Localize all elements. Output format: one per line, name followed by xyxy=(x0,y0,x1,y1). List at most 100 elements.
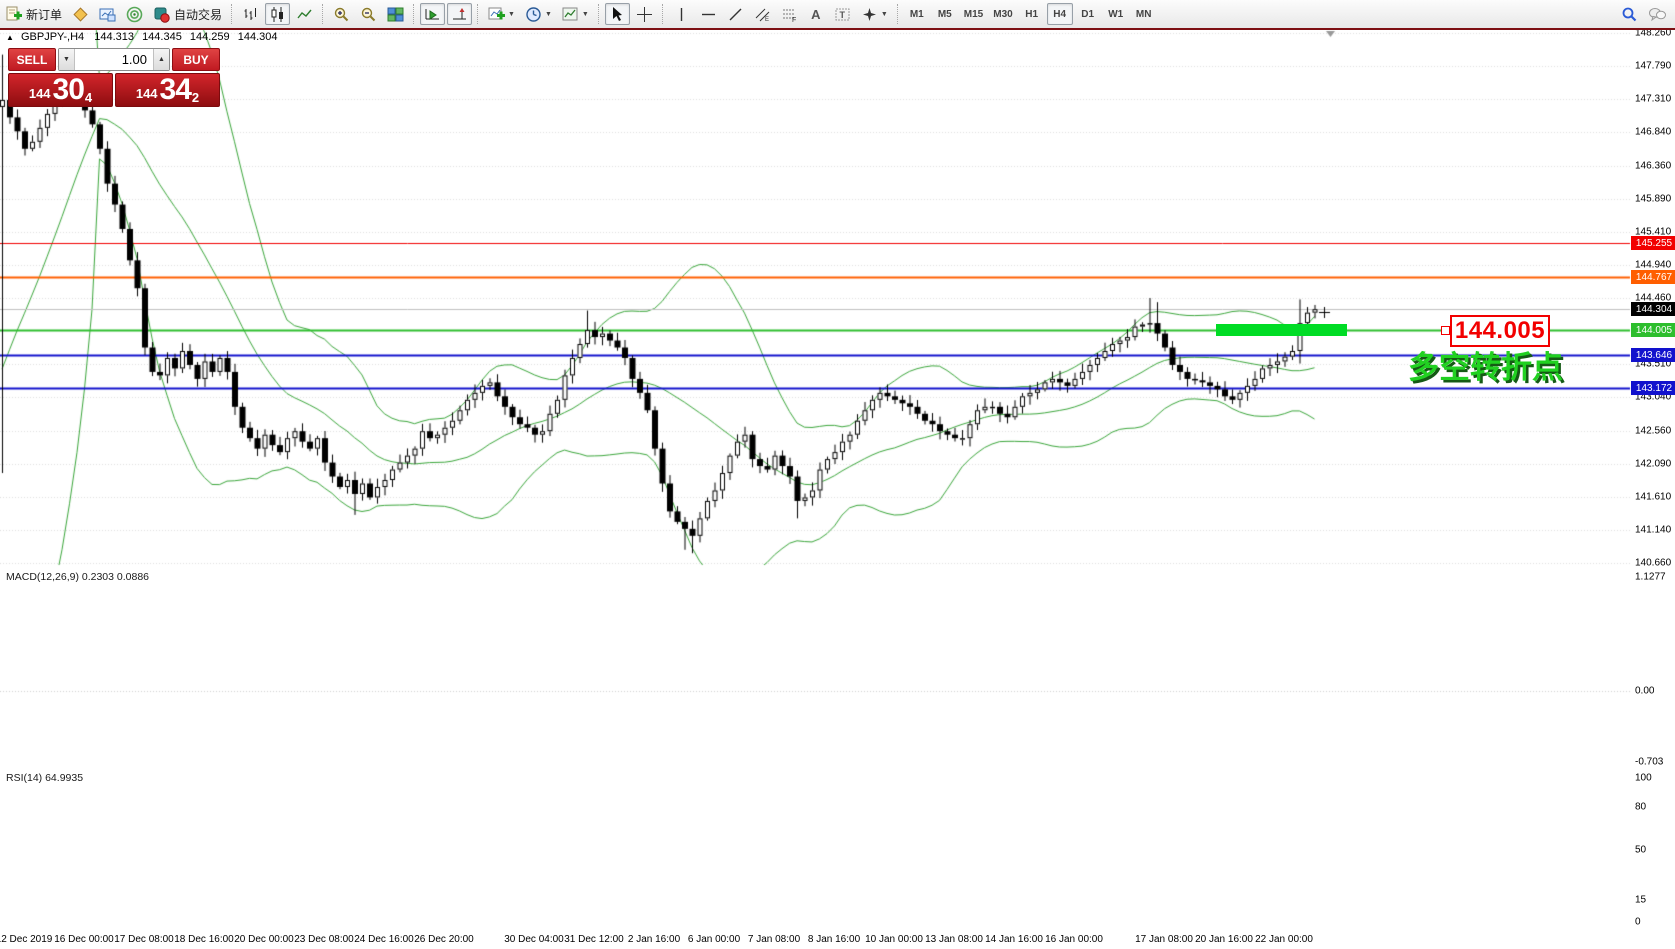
periods-button[interactable]: ▼ xyxy=(521,3,556,25)
rsi-axis-tick: 50 xyxy=(1635,844,1647,856)
search-button[interactable] xyxy=(1617,3,1642,25)
candlestick-chart-button[interactable] xyxy=(265,3,291,25)
new-order-icon xyxy=(5,6,22,23)
indicators-icon xyxy=(488,6,506,23)
line-chart-icon xyxy=(296,6,313,23)
quote-low: 144.259 xyxy=(189,31,230,43)
zoom-out-button[interactable] xyxy=(356,3,381,25)
chevron-down-icon: ▼ xyxy=(508,10,515,18)
turning-point-caption[interactable]: 多空转折点 xyxy=(1408,350,1563,385)
new-order-button[interactable]: 新订单 xyxy=(1,3,66,25)
time-axis-label: 8 Jan 16:00 xyxy=(807,934,861,945)
timeframe-button-h4[interactable]: H4 xyxy=(1046,3,1073,25)
vertical-line-button[interactable] xyxy=(669,3,694,25)
horizontal-line-button[interactable] xyxy=(696,3,721,25)
channel-button[interactable]: E xyxy=(750,3,775,25)
timeframe-bar: M1 M5 M15 M30 H1 H4 D1 W1 MN xyxy=(903,3,1158,25)
turning-point-zone[interactable] xyxy=(1216,324,1347,336)
time-axis-label: 2 Jan 16:00 xyxy=(627,934,681,945)
price-level-badge[interactable]: 143.646 xyxy=(1631,348,1675,362)
indicators-button[interactable]: ▼ xyxy=(484,3,519,25)
price-axis-tick: 146.840 xyxy=(1635,126,1672,138)
timeframe-button-h1[interactable]: H1 xyxy=(1025,8,1039,20)
price-axis-tick: 145.890 xyxy=(1635,193,1672,205)
auto-trading-button[interactable]: 自动交易 xyxy=(149,3,226,25)
cursor-icon xyxy=(609,6,626,23)
price-axis-tick: 147.310 xyxy=(1635,93,1672,105)
toolbar: 新订单 自动交易 xyxy=(0,0,1675,28)
timeframe-button-m15[interactable]: M15 xyxy=(963,8,984,20)
price-axis-tick: 144.460 xyxy=(1635,292,1672,304)
symbol-period: GBPJPY-,H4 xyxy=(20,31,85,43)
timeframe-button-m1[interactable]: M1 xyxy=(909,8,924,20)
buy-price-tile[interactable]: 144 34 2 xyxy=(115,73,220,107)
sell-price-big: 30 xyxy=(52,73,85,106)
chart-shift-button[interactable] xyxy=(447,3,473,25)
auto-scroll-button[interactable] xyxy=(420,3,446,25)
sell-price-tile[interactable]: 144 30 4 xyxy=(8,73,113,107)
community-button[interactable] xyxy=(1644,3,1669,25)
fibonacci-icon: F xyxy=(781,6,798,23)
bar-chart-icon xyxy=(242,6,259,23)
templates-button[interactable]: ▼ xyxy=(558,3,593,25)
crosshair-button[interactable] xyxy=(632,3,657,25)
buy-button[interactable]: BUY xyxy=(172,48,220,71)
time-axis-label: 6 Jan 00:00 xyxy=(687,934,741,945)
volume-decrease-button[interactable]: ▼ xyxy=(59,49,75,70)
line-anchor-handle[interactable] xyxy=(1441,326,1450,335)
trendline-button[interactable] xyxy=(723,3,748,25)
time-axis-label: 10 Jan 00:00 xyxy=(865,934,923,945)
text-label-button[interactable]: T xyxy=(830,3,855,25)
toolbar-separator xyxy=(413,4,415,24)
time-axis-label: 7 Jan 08:00 xyxy=(747,934,801,945)
timeframe-button-mn[interactable]: MN xyxy=(1135,8,1152,20)
bar-chart-button[interactable] xyxy=(238,3,263,25)
sell-button[interactable]: SELL xyxy=(8,48,56,71)
chevron-down-icon: ▼ xyxy=(880,10,888,18)
cursor-button[interactable] xyxy=(604,3,630,25)
time-axis-label: 16 Dec 00:00 xyxy=(54,934,114,945)
quote-high: 144.345 xyxy=(142,31,182,43)
price-level-badge[interactable]: 144.005 xyxy=(1631,323,1675,337)
chevron-down-icon: ▼ xyxy=(581,10,589,18)
trendline-icon xyxy=(727,6,744,23)
rsi-axis-tick: 80 xyxy=(1635,801,1647,813)
arrows-icon xyxy=(861,6,878,23)
zoom-in-button[interactable] xyxy=(329,3,354,25)
volume-increase-button[interactable]: ▲ xyxy=(153,49,169,70)
window-accent-line xyxy=(0,28,1675,30)
signals-button[interactable] xyxy=(122,3,147,25)
market-depth-button[interactable] xyxy=(95,3,120,25)
price-annotation-box[interactable]: 144.005 xyxy=(1450,315,1550,347)
fibonacci-button[interactable]: F xyxy=(777,3,802,25)
new-order-label: 新订单 xyxy=(26,7,63,22)
text-label-icon: T xyxy=(834,6,851,23)
current-price-badge: 144.304 xyxy=(1631,302,1675,316)
text-button[interactable]: A xyxy=(804,3,828,25)
timeframe-button-m5[interactable]: M5 xyxy=(937,8,952,20)
new-chart-button[interactable] xyxy=(68,3,93,25)
text-icon: A xyxy=(811,6,821,22)
search-icon xyxy=(1621,6,1638,23)
new-chart-icon xyxy=(72,6,89,23)
timeframe-button-d1[interactable]: D1 xyxy=(1081,8,1095,20)
price-axis-tick: 147.790 xyxy=(1635,60,1672,72)
price-level-badge[interactable]: 143.172 xyxy=(1631,381,1675,395)
price-axis-tick: 141.140 xyxy=(1635,524,1672,536)
toolbar-separator xyxy=(661,4,664,24)
price-level-badge[interactable]: 145.255 xyxy=(1631,236,1675,250)
arrows-button[interactable]: ▼ xyxy=(857,3,892,25)
volume-input[interactable]: 1.00 xyxy=(121,52,147,67)
line-chart-button[interactable] xyxy=(292,3,317,25)
auto-scroll-icon xyxy=(424,6,441,23)
collapse-panel-icon[interactable]: ▲ xyxy=(6,33,14,42)
timeframe-button-m30[interactable]: M30 xyxy=(993,8,1013,20)
price-level-badge[interactable]: 144.767 xyxy=(1631,270,1675,284)
macd-axis-tick: 0.00 xyxy=(1635,685,1655,697)
tile-windows-button[interactable] xyxy=(383,3,408,25)
timeframe-button-w1[interactable]: W1 xyxy=(1108,8,1124,20)
market-depth-icon xyxy=(99,6,116,23)
price-axis-tick: 146.360 xyxy=(1635,160,1672,172)
